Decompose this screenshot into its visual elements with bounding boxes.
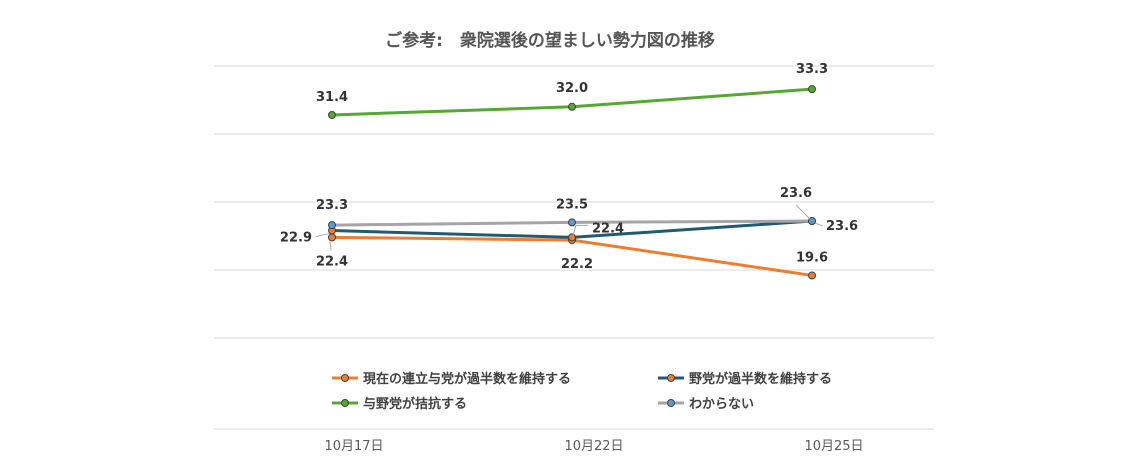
- legend-label: 野党が過半数を維持する: [689, 371, 832, 387]
- data-point: [328, 221, 336, 230]
- gridlines: [214, 65, 934, 430]
- data-label: 23.6: [826, 219, 858, 234]
- data-label: 32.0: [556, 81, 588, 96]
- legend-swatch-marker: [341, 399, 349, 407]
- data-point: [808, 85, 816, 94]
- x-tick-label: 10月17日: [324, 439, 383, 454]
- data-label: 31.4: [316, 90, 348, 105]
- legend-swatch-marker: [667, 399, 675, 407]
- legend-swatch-marker: [667, 374, 675, 382]
- legend-label: わからない: [689, 397, 754, 412]
- legend-item: 与野党が拮抗する: [332, 396, 467, 412]
- data-label: 23.3: [316, 198, 348, 213]
- label-leader-line: [814, 222, 824, 227]
- legend-item: わからない: [658, 397, 754, 412]
- data-label: 23.6: [780, 186, 812, 201]
- data-point: [568, 233, 576, 242]
- legend-swatch-marker: [341, 374, 349, 382]
- label-leader-line: [795, 204, 811, 220]
- data-label: 22.2: [561, 257, 593, 272]
- data-points: [328, 85, 816, 280]
- data-label: 23.5: [556, 197, 588, 212]
- chart-title: ご参考: 衆院選後の望ましい勢力図の推移: [385, 30, 715, 51]
- data-point: [568, 218, 576, 227]
- data-point: [808, 271, 816, 280]
- series-lines: [331, 87, 813, 277]
- data-label: 22.9: [280, 231, 312, 246]
- data-label: 22.4: [316, 254, 348, 269]
- legend-item: 野党が過半数を維持する: [658, 371, 832, 387]
- data-label: 22.4: [592, 221, 624, 236]
- label-leader-line: [315, 233, 330, 238]
- x-tick-label: 10月22日: [564, 439, 623, 454]
- label-leader-line: [329, 241, 332, 251]
- data-label: 33.3: [796, 62, 828, 77]
- data-labels: 22.4 22.2 19.6 22.9 22.4 23.6 31.4 32.0 33.3 23.3…: [280, 62, 858, 272]
- data-point: [328, 110, 336, 119]
- x-tick-label: 10月25日: [804, 439, 863, 454]
- data-point: [808, 217, 816, 226]
- legend-label: 現在の連立与党が過半数を維持する: [363, 371, 571, 387]
- data-point: [568, 102, 576, 111]
- legend-label: 与野党が拮抗する: [363, 396, 467, 412]
- data-label: 19.6: [796, 250, 828, 265]
- x-axis-ticks: 10月17日 10月22日 10月25日: [324, 439, 863, 454]
- label-leader-line: [572, 224, 588, 236]
- data-point: [328, 233, 336, 242]
- legend-item: 現在の連立与党が過半数を維持する: [332, 371, 571, 387]
